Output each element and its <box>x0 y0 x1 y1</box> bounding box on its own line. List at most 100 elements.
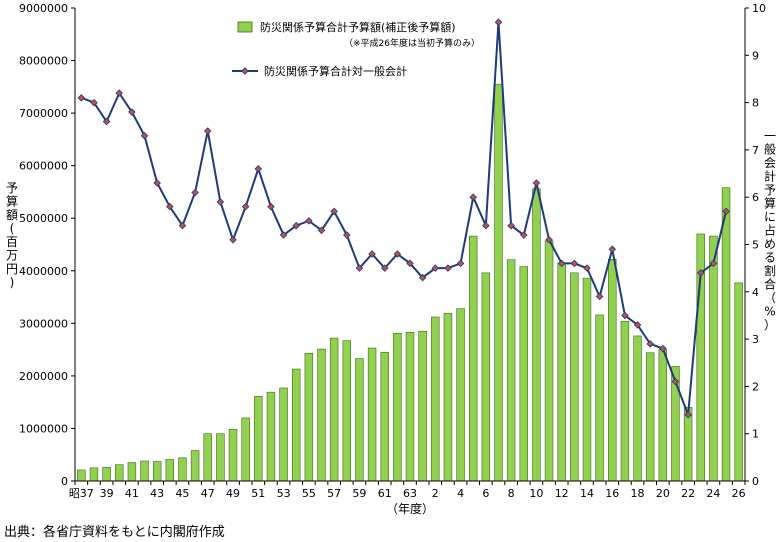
line-point <box>621 311 629 320</box>
bar <box>115 464 124 482</box>
line-point <box>659 344 667 353</box>
bar <box>355 358 364 482</box>
line-point <box>380 264 389 272</box>
bar <box>329 337 339 482</box>
left-tick-label: 7000000 <box>19 107 68 120</box>
x-tick-label: 59 <box>352 487 366 500</box>
line-point <box>444 264 452 272</box>
x-tick-label: 41 <box>125 487 139 500</box>
line-point <box>254 165 263 173</box>
x-tick-label: 10 <box>529 487 543 500</box>
line-point <box>368 250 376 258</box>
x-tick-label: 4 <box>457 487 464 500</box>
bar <box>241 417 250 482</box>
line-point <box>317 226 326 235</box>
x-tick-label: 8 <box>508 487 515 500</box>
bar <box>165 459 175 482</box>
x-tick-label: 2 <box>432 487 439 500</box>
x-tick-label: 63 <box>403 487 417 500</box>
line-point <box>608 245 617 253</box>
bar <box>292 368 301 482</box>
line-point <box>90 98 98 107</box>
line-point <box>330 207 338 216</box>
bar <box>342 340 352 482</box>
line-point <box>343 231 351 239</box>
right-tick-label: 1 <box>752 428 759 441</box>
bar <box>557 262 566 482</box>
line-point <box>166 202 174 211</box>
legend-bar-note: （※平成26年度は当初予算のみ） <box>344 37 480 49</box>
bar <box>178 457 187 482</box>
line-point <box>140 131 149 140</box>
bar <box>532 188 541 482</box>
left-axis-title: 予算額(百万円) <box>6 181 18 290</box>
x-tick-label: 18 <box>631 487 645 500</box>
line-point <box>241 202 250 211</box>
x-tick-label: 14 <box>580 487 594 500</box>
bar <box>658 349 668 482</box>
left-tick-label: 5000000 <box>19 212 68 225</box>
legend-line-label: 防災関係予算合計対一般会計 <box>264 64 407 78</box>
series-line <box>80 22 728 416</box>
x-tick-label: 22 <box>681 487 695 500</box>
bar <box>152 461 162 482</box>
x-tick-label: 43 <box>150 487 164 500</box>
right-tick-label: 9 <box>752 49 759 62</box>
line-point <box>557 259 566 268</box>
bar <box>582 277 592 482</box>
line-point <box>646 340 654 348</box>
x-tick-label: 12 <box>555 487 569 500</box>
line-point <box>393 250 402 258</box>
line-point <box>696 269 705 277</box>
line-series <box>77 18 730 419</box>
bar <box>468 235 478 482</box>
bar <box>506 259 516 482</box>
line-point <box>115 89 124 97</box>
line-point <box>203 127 212 135</box>
line-point <box>494 18 503 26</box>
line-point <box>545 236 553 244</box>
bar <box>140 460 149 482</box>
bar <box>608 258 617 482</box>
line-point <box>191 188 199 197</box>
bar <box>127 462 137 482</box>
bar <box>481 272 491 482</box>
bar <box>734 282 743 482</box>
line-point <box>292 221 300 230</box>
line-point <box>456 259 465 268</box>
line-point <box>722 207 730 216</box>
bar <box>77 469 86 482</box>
bar <box>544 240 554 482</box>
legend-line-marker <box>241 67 249 75</box>
right-tick-label: 7 <box>752 144 759 157</box>
bar <box>633 335 642 482</box>
line-point <box>418 273 427 282</box>
line-point <box>279 231 288 239</box>
x-tick-label: 47 <box>201 487 215 500</box>
right-tick-label: 5 <box>752 239 759 252</box>
x-tick-label: 53 <box>277 487 291 500</box>
bar <box>721 187 731 482</box>
bar <box>266 391 276 482</box>
line-point <box>431 264 440 272</box>
line-point <box>469 193 477 201</box>
line-point <box>583 264 591 272</box>
x-tick-label: 45 <box>175 487 189 500</box>
bar <box>89 467 99 482</box>
line-point <box>684 411 692 419</box>
right-tick-label: 8 <box>752 97 759 110</box>
line-point <box>570 259 579 268</box>
bar <box>570 272 579 482</box>
left-tick-label: 1000000 <box>19 422 68 435</box>
x-tick-label: 55 <box>302 487 316 500</box>
bar <box>279 387 288 482</box>
line-point <box>671 377 680 386</box>
x-tick-label: 49 <box>226 487 240 500</box>
right-tick-label: 10 <box>752 2 766 15</box>
source-note: 出典：各省庁資料をもとに内閣府作成 <box>4 524 225 540</box>
line-point <box>355 264 364 272</box>
bar <box>645 352 655 482</box>
right-axis-title: 一般会計予算に占める割合（%） <box>764 129 776 332</box>
legend-box <box>225 11 489 87</box>
